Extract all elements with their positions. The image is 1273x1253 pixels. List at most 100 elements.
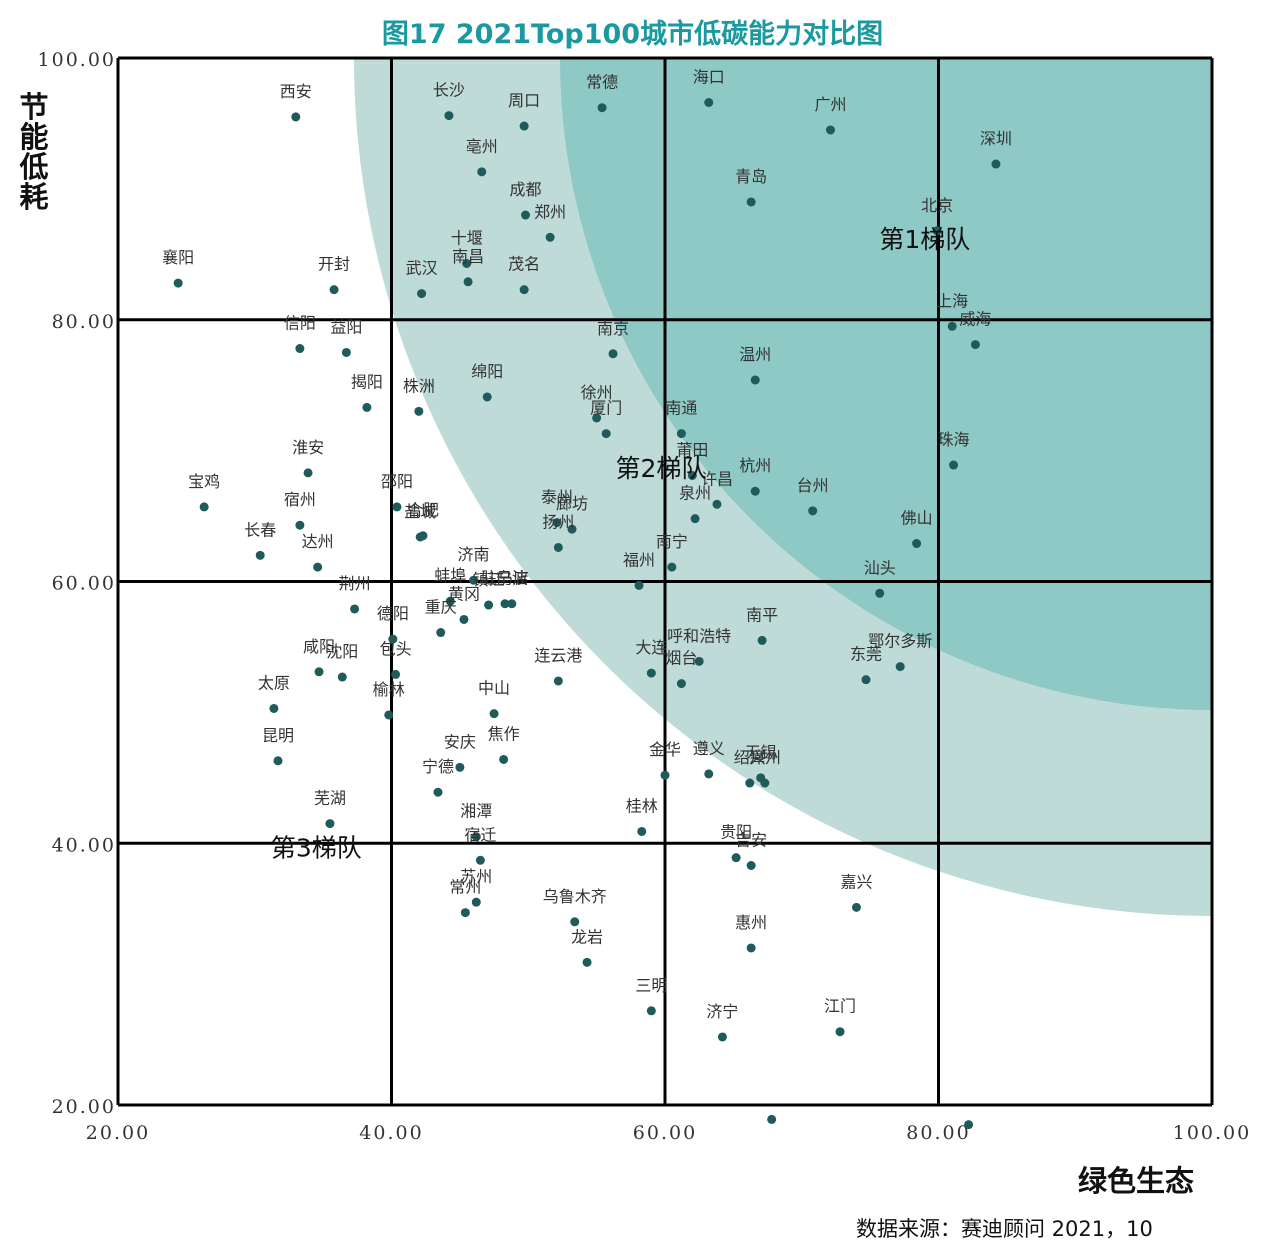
data-point bbox=[313, 562, 323, 572]
data-point bbox=[757, 635, 767, 645]
point-label: 沈阳 bbox=[326, 642, 358, 661]
data-point bbox=[362, 402, 372, 412]
data-point bbox=[295, 520, 305, 530]
data-point bbox=[553, 676, 563, 686]
point-label: 台州 bbox=[797, 476, 829, 495]
point-label: 嘉兴 bbox=[840, 872, 872, 891]
point-label: 泉州 bbox=[679, 484, 711, 503]
x-tick-label: 20.00 bbox=[86, 1122, 150, 1144]
point-label: 绵阳 bbox=[471, 362, 503, 381]
point-label: 南通 bbox=[665, 399, 697, 418]
points bbox=[173, 97, 1001, 1130]
data-point bbox=[519, 121, 529, 131]
y-tick-label: 100.00 bbox=[38, 49, 116, 71]
data-point bbox=[567, 524, 577, 534]
data-point bbox=[745, 778, 755, 788]
point-label: 太原 bbox=[258, 673, 290, 692]
data-point bbox=[255, 550, 265, 560]
data-point bbox=[199, 502, 209, 512]
point-label: 咸阳 bbox=[303, 637, 335, 656]
data-point bbox=[964, 1120, 974, 1130]
chart-title: 图17 2021Top100城市低碳能力对比图 bbox=[381, 19, 884, 50]
data-point bbox=[932, 226, 942, 236]
point-label: 泰州 bbox=[541, 488, 573, 507]
point-label: 福州 bbox=[623, 550, 655, 569]
tier-1-zone bbox=[560, 58, 1212, 710]
point-label: 十堰 bbox=[451, 228, 483, 247]
data-source: 数据来源：赛迪顾问 2021，10 bbox=[856, 1217, 1153, 1241]
data-point bbox=[521, 210, 531, 220]
data-point bbox=[445, 596, 455, 606]
point-label: 益阳 bbox=[330, 317, 362, 336]
point-label: 中山 bbox=[478, 679, 510, 698]
data-point bbox=[482, 392, 492, 402]
data-point bbox=[500, 599, 510, 609]
data-point bbox=[895, 662, 905, 672]
data-point bbox=[460, 908, 470, 918]
point-label: 黄冈 bbox=[448, 584, 480, 603]
data-point bbox=[553, 542, 563, 552]
data-point bbox=[582, 957, 592, 967]
point-label: 鄂尔多斯 bbox=[868, 632, 932, 651]
tier-label: 第3梯队 bbox=[271, 833, 362, 862]
point-label: 珠海 bbox=[938, 430, 970, 449]
data-point bbox=[469, 575, 479, 585]
data-point bbox=[970, 340, 980, 350]
data-point bbox=[444, 111, 454, 121]
point-label: 襄阳 bbox=[162, 248, 194, 267]
data-point bbox=[471, 897, 481, 907]
data-point bbox=[173, 278, 183, 288]
data-point bbox=[303, 468, 313, 478]
data-point bbox=[712, 499, 722, 509]
data-point bbox=[825, 125, 835, 135]
data-point bbox=[767, 1114, 777, 1124]
point-label: 呼和浩特 bbox=[667, 626, 731, 645]
data-point bbox=[634, 580, 644, 590]
point-label: 长沙 bbox=[433, 81, 465, 100]
point-label: 武汉 bbox=[406, 259, 438, 278]
point-label: 许昌 bbox=[701, 469, 733, 488]
point-label: 吉安 bbox=[735, 830, 767, 849]
data-point bbox=[676, 429, 686, 439]
point-label: 德阳 bbox=[377, 604, 409, 623]
data-point bbox=[392, 502, 402, 512]
point-label: 扬州 bbox=[542, 512, 574, 531]
data-point bbox=[690, 514, 700, 524]
data-point bbox=[746, 860, 756, 870]
data-point bbox=[646, 668, 656, 678]
point-label: 揭阳 bbox=[351, 372, 383, 391]
point-label: 宁波 bbox=[496, 569, 528, 588]
data-point bbox=[835, 1027, 845, 1037]
data-point bbox=[436, 628, 446, 638]
data-point bbox=[295, 344, 305, 354]
data-point bbox=[433, 787, 443, 797]
data-point bbox=[459, 614, 469, 624]
point-label: 广州 bbox=[814, 95, 846, 114]
data-point bbox=[667, 562, 677, 572]
data-point bbox=[477, 167, 487, 177]
data-point bbox=[597, 103, 607, 113]
y-tick-label: 80.00 bbox=[52, 311, 116, 333]
point-label: 亳州 bbox=[466, 137, 498, 156]
point-label: 盐城 bbox=[404, 502, 436, 521]
grid bbox=[116, 56, 1214, 1107]
data-point bbox=[808, 506, 818, 516]
point-label: 温州 bbox=[739, 345, 771, 364]
data-point bbox=[475, 855, 485, 865]
data-point bbox=[484, 600, 494, 610]
data-point bbox=[471, 832, 481, 842]
point-label: 淮安 bbox=[292, 438, 324, 457]
axis-ticks: 20.00 40.00 60.00 80.00 100.00 20.00 40.00 60.0… bbox=[38, 49, 1250, 1144]
point-label: 达州 bbox=[302, 532, 334, 551]
point-label: 三明 bbox=[635, 976, 667, 995]
data-point bbox=[912, 539, 922, 549]
data-point bbox=[746, 197, 756, 207]
data-point bbox=[269, 703, 279, 713]
point-label: 连云港 bbox=[534, 646, 582, 665]
tier-label: 第2梯队 bbox=[615, 454, 706, 483]
data-point bbox=[704, 97, 714, 107]
data-point bbox=[676, 679, 686, 689]
point-label: 苏州 bbox=[460, 867, 492, 886]
point-label: 蚌埠 bbox=[434, 566, 466, 585]
